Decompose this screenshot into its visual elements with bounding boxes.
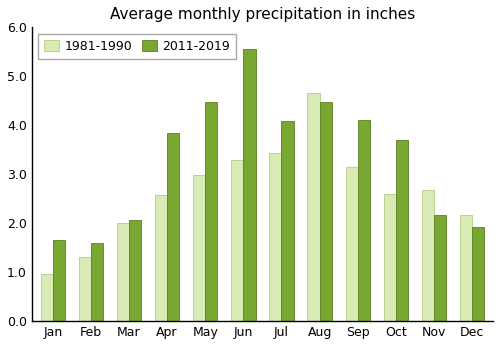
Bar <box>434 215 446 321</box>
Bar <box>358 120 370 321</box>
Bar <box>193 175 205 321</box>
Bar <box>422 190 434 321</box>
Legend: 1981-1990, 2011-2019: 1981-1990, 2011-2019 <box>38 34 236 59</box>
Bar <box>129 220 141 321</box>
Bar <box>384 194 396 321</box>
Bar <box>282 121 294 321</box>
Bar <box>167 133 179 321</box>
Bar <box>91 243 103 321</box>
Bar <box>53 240 65 321</box>
Bar <box>346 167 358 321</box>
Bar <box>472 227 484 321</box>
Bar <box>155 195 167 321</box>
Bar <box>320 102 332 321</box>
Bar <box>460 215 472 321</box>
Bar <box>40 274 53 321</box>
Bar <box>117 223 129 321</box>
Title: Average monthly precipitation in inches: Average monthly precipitation in inches <box>110 7 415 22</box>
Bar <box>396 140 408 321</box>
Bar <box>78 256 91 321</box>
Bar <box>231 160 243 321</box>
Bar <box>206 102 218 321</box>
Bar <box>308 93 320 321</box>
Bar <box>244 49 256 321</box>
Bar <box>270 153 281 321</box>
